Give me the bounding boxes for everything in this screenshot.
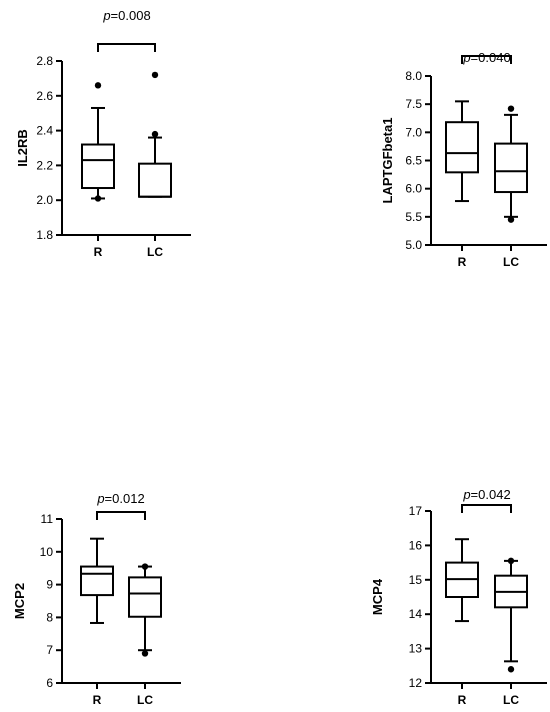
box-iqr [80,565,114,597]
y-tick-label: 6.0 [405,182,422,196]
x-category-label: LC [503,255,519,269]
p-value-prefix: p [462,50,470,65]
outlier-point [141,563,149,570]
x-category-label: R [458,255,467,269]
y-tick-label: 11 [41,512,54,526]
y-tick-label: 9 [46,578,53,592]
significance-bracket [96,511,146,520]
box-r [445,100,479,203]
y-tick-label: 6.5 [405,154,422,168]
significance-bracket [461,55,512,64]
y-tick-label: 7.0 [405,125,422,139]
box-r [81,82,115,202]
outlier-point [94,195,102,202]
p-value-number: =0.042 [471,487,511,502]
y-tick-label: 7 [46,643,53,657]
p-value-prefix: p [102,8,110,23]
significance-bracket [461,504,512,513]
p-value-number: =0.008 [111,8,151,23]
box-iqr [81,143,115,190]
outlier-point [141,650,149,657]
y-tick-label: 7.5 [405,97,422,111]
panel-mcp2: 6 7 8 9 10 11 R LC MCP2 p=0.012 [12,491,181,707]
x-category-label: LC [503,693,519,707]
p-value-prefix: p [96,491,104,506]
y-tick-label: 6 [46,676,53,690]
y-tick-label: 5.5 [405,210,422,224]
panel-laptgfbeta1: 5.0 5.5 6.0 6.5 7.0 7.5 8.0 R LC LAPTGFbeta1 p=0.0… [380,50,547,269]
box-iqr [494,142,528,194]
y-tick-label: 17 [409,504,423,518]
p-value-label: p=0.008 [102,8,150,23]
y-tick-label: 2.6 [36,89,53,103]
p-value-label: p=0.040 [462,50,510,65]
outlier-point [507,666,515,673]
y-tick-label: 8 [46,610,53,624]
p-value-prefix: p [462,487,470,502]
y-tick-label: 5.0 [405,238,422,252]
p-value-number: =0.012 [105,491,145,506]
box-lc [138,71,172,198]
y-tick-label: 2.4 [36,124,53,138]
p-value-label: p=0.012 [96,491,144,506]
box-iqr [128,576,162,618]
x-category-label: R [93,693,102,707]
y-axis-title: IL2RB [15,129,30,167]
y-tick-label: 10 [40,545,54,559]
outlier-point [507,216,515,223]
outlier-point [507,105,515,112]
y-axis-title: MCP4 [370,578,385,615]
outlier-point [151,130,159,138]
box-lc [494,105,528,223]
box-r [80,537,114,624]
x-category-label: LC [147,245,163,259]
y-tick-label: 2.8 [36,54,53,68]
outlier-point [151,71,159,79]
outlier-point [94,82,102,89]
y-axis-title: MCP2 [12,583,27,619]
box-lc [494,557,528,673]
y-tick-label: 2.0 [36,193,53,207]
p-value-label: p=0.042 [462,487,510,502]
panel-mcp4: 12 13 14 15 16 17 R LC MCP4 p=0.042 [370,487,547,707]
y-tick-label: 1.8 [36,228,53,242]
y-tick-label: 14 [409,607,423,621]
y-tick-label: 15 [409,573,423,587]
x-category-label: R [94,245,103,259]
y-tick-label: 8.0 [405,69,422,83]
y-tick-label: 2.2 [36,158,53,172]
significance-bracket [97,43,156,52]
panel-il2rb: 1.8 2.0 2.2 2.4 2.6 2.8 R LC IL2RB p=0.008 [15,8,191,259]
y-tick-label: 16 [409,538,423,552]
box-r [445,538,479,623]
x-category-label: LC [137,693,153,707]
box-lc [128,563,162,657]
box-iqr [445,121,479,174]
y-tick-label: 12 [409,676,423,690]
y-tick-label: 13 [409,642,423,656]
y-axis-title: LAPTGFbeta1 [380,118,395,204]
outlier-point [507,557,515,565]
p-value-number: =0.040 [471,50,511,65]
box-iqr [138,162,172,198]
x-category-label: R [458,693,467,707]
